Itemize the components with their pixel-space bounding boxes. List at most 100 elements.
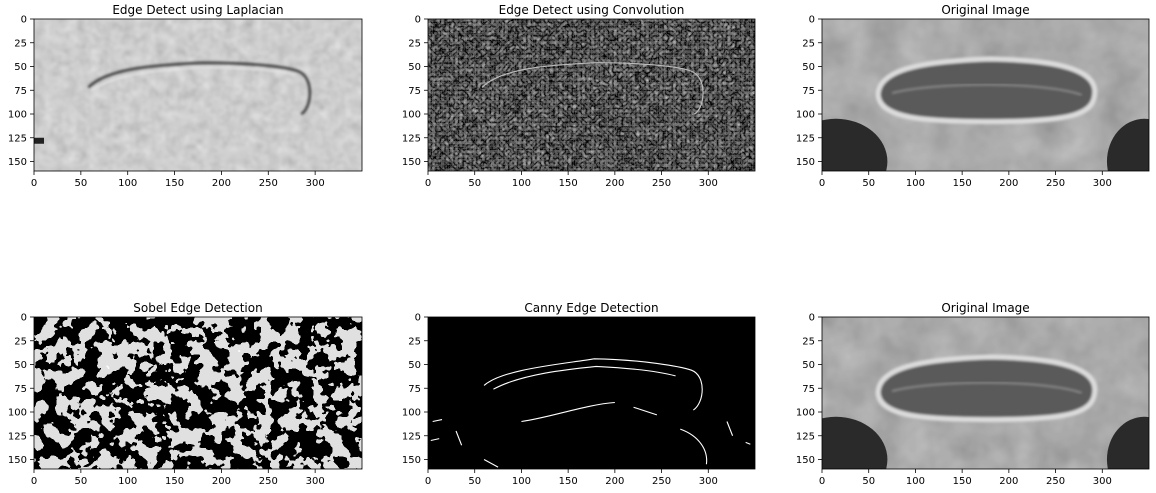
image-content <box>34 317 362 469</box>
axes-frame <box>33 18 363 172</box>
x-tick-label: 50 <box>862 178 875 189</box>
x-tick-label: 0 <box>819 476 825 487</box>
y-tick-label: 50 <box>14 360 27 371</box>
y-tick-label: 125 <box>402 133 421 144</box>
y-tick-label: 150 <box>796 455 815 466</box>
x-tick-label: 50 <box>468 476 481 487</box>
y-tick-label: 150 <box>8 455 27 466</box>
y-tick-label: 50 <box>802 360 815 371</box>
image-content <box>428 317 755 469</box>
image-content <box>822 317 1149 469</box>
panel-title: Edge Detect using Laplacian <box>112 3 283 17</box>
x-tick-label: 0 <box>31 476 37 487</box>
x-tick-label: 250 <box>1046 178 1065 189</box>
y-tick-label: 25 <box>14 38 27 49</box>
axes-frame <box>821 316 1150 470</box>
y-tick-label: 50 <box>408 62 421 73</box>
y-tick-label: 0 <box>809 313 815 324</box>
x-tick-label: 200 <box>605 476 624 487</box>
x-tick-label: 0 <box>425 476 431 487</box>
y-tick-label: 25 <box>14 336 27 347</box>
image-content <box>428 19 755 171</box>
image-content <box>34 19 362 171</box>
x-tick-label: 50 <box>862 476 875 487</box>
y-tick-label: 100 <box>8 110 27 121</box>
x-tick-label: 300 <box>306 178 325 189</box>
x-tick-label: 150 <box>953 178 972 189</box>
x-tick-label: 300 <box>1093 178 1112 189</box>
panel-original-top: Original Image 0 50 100 150 200 250 300 0 25 50 75 1… <box>796 3 1150 189</box>
x-tick-label: 200 <box>212 178 231 189</box>
panel-sobel: Sobel Edge Detection 0 50 100 150 200 250 300 0 2… <box>8 301 363 487</box>
x-tick-label: 100 <box>118 476 137 487</box>
panel-canny: Canny Edge Detection 0 50 100 150 200 250 300 0 2… <box>402 301 756 487</box>
x-tick-label: 0 <box>31 178 37 189</box>
panel-title: Original Image <box>941 301 1029 315</box>
axes-frame <box>33 316 363 470</box>
x-tick-label: 50 <box>74 178 87 189</box>
panel-title: Original Image <box>941 3 1029 17</box>
image-content <box>822 19 1149 171</box>
x-tick-label: 200 <box>999 476 1018 487</box>
y-tick-label: 50 <box>408 360 421 371</box>
x-tick-label: 100 <box>512 476 531 487</box>
y-tick-label: 0 <box>415 313 421 324</box>
y-tick-label: 100 <box>796 408 815 419</box>
y-tick-label: 75 <box>408 86 421 97</box>
x-tick-label: 150 <box>165 178 184 189</box>
y-tick-label: 75 <box>802 384 815 395</box>
y-tick-label: 100 <box>402 110 421 121</box>
x-tick-label: 250 <box>1046 476 1065 487</box>
x-tick-label: 300 <box>699 476 718 487</box>
y-tick-label: 75 <box>408 384 421 395</box>
x-tick-label: 200 <box>605 178 624 189</box>
x-tick-label: 200 <box>999 178 1018 189</box>
y-tick-label: 100 <box>402 408 421 419</box>
panel-laplacian: Edge Detect using Laplacian 0 50 100 150 200 2… <box>8 3 363 189</box>
x-tick-label: 150 <box>165 476 184 487</box>
x-tick-label: 150 <box>559 178 578 189</box>
y-tick-label: 150 <box>796 157 815 168</box>
x-tick-label: 50 <box>74 476 87 487</box>
x-tick-label: 100 <box>118 178 137 189</box>
y-tick-label: 25 <box>408 38 421 49</box>
x-tick-label: 0 <box>425 178 431 189</box>
y-tick-label: 0 <box>415 15 421 26</box>
x-tick-label: 300 <box>699 178 718 189</box>
y-tick-label: 75 <box>802 86 815 97</box>
panel-title: Edge Detect using Convolution <box>499 3 685 17</box>
panel-title: Sobel Edge Detection <box>133 301 262 315</box>
axes-frame <box>427 316 756 470</box>
axes-frame <box>821 18 1150 172</box>
y-tick-label: 75 <box>14 86 27 97</box>
panel-original-bottom: Original Image 0 50 100 150 200 250 300 0 25 50 75 1… <box>796 301 1150 487</box>
panel-convolution: Edge Detect using Convolution 0 50 100 150 20… <box>402 3 756 189</box>
axes-frame <box>427 18 756 172</box>
y-tick-label: 125 <box>8 431 27 442</box>
x-tick-label: 250 <box>259 476 278 487</box>
y-tick-label: 125 <box>8 133 27 144</box>
y-tick-label: 0 <box>809 15 815 26</box>
x-tick-label: 300 <box>1093 476 1112 487</box>
x-tick-label: 250 <box>652 476 671 487</box>
x-tick-label: 150 <box>953 476 972 487</box>
y-tick-label: 100 <box>8 408 27 419</box>
x-tick-label: 50 <box>468 178 481 189</box>
y-tick-label: 125 <box>796 431 815 442</box>
y-tick-label: 150 <box>402 455 421 466</box>
x-tick-label: 100 <box>906 476 925 487</box>
y-tick-label: 25 <box>802 38 815 49</box>
y-tick-label: 125 <box>402 431 421 442</box>
x-tick-label: 100 <box>906 178 925 189</box>
y-tick-label: 50 <box>802 62 815 73</box>
x-tick-label: 150 <box>559 476 578 487</box>
x-tick-label: 250 <box>259 178 278 189</box>
x-tick-label: 250 <box>652 178 671 189</box>
y-tick-label: 0 <box>21 313 27 324</box>
x-tick-label: 100 <box>512 178 531 189</box>
y-tick-label: 0 <box>21 15 27 26</box>
x-tick-label: 300 <box>306 476 325 487</box>
y-tick-label: 150 <box>402 157 421 168</box>
x-tick-label: 0 <box>819 178 825 189</box>
y-tick-label: 150 <box>8 157 27 168</box>
